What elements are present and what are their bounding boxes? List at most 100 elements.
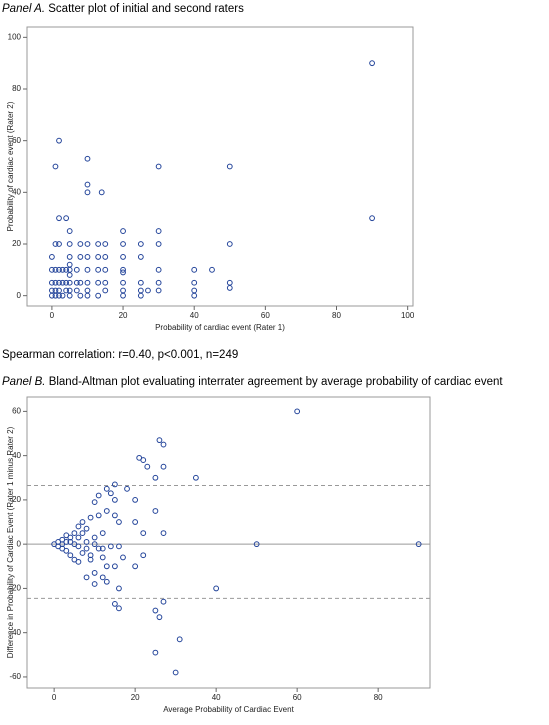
x-tick-label: 0: [50, 311, 55, 320]
y-tick-label: 80: [12, 84, 21, 93]
point: [140, 552, 147, 559]
y-tick-label: 20: [12, 239, 21, 248]
point: [63, 279, 70, 286]
point: [99, 545, 106, 552]
y-tick-label: 0: [17, 291, 22, 300]
x-tick-label: 80: [332, 311, 341, 320]
point: [160, 441, 167, 448]
point: [59, 545, 66, 552]
point: [120, 287, 126, 294]
point: [99, 530, 106, 536]
point: [66, 241, 73, 247]
point: [95, 545, 102, 552]
point: [132, 497, 139, 503]
point: [102, 254, 109, 260]
x-tick-label: 80: [374, 693, 383, 702]
x-tick-label: 60: [293, 693, 302, 702]
point: [56, 279, 62, 286]
point: [369, 60, 375, 67]
point: [253, 541, 260, 548]
point: [111, 497, 118, 503]
y-tick-label: -40: [9, 628, 21, 637]
point: [369, 215, 375, 222]
point: [52, 241, 59, 247]
point: [192, 474, 199, 481]
point: [137, 254, 144, 260]
y-tick-label: 60: [12, 406, 21, 415]
x-tick-label: 20: [119, 311, 128, 320]
point: [73, 279, 80, 286]
point: [52, 266, 59, 273]
point: [75, 558, 82, 565]
y-tick-label: 60: [12, 136, 21, 145]
point: [77, 279, 84, 286]
point: [160, 463, 167, 470]
point: [49, 287, 55, 294]
point: [66, 272, 73, 278]
point: [102, 241, 109, 247]
point: [137, 287, 144, 294]
point: [77, 241, 84, 247]
point: [132, 519, 139, 525]
point: [63, 266, 70, 273]
point: [91, 541, 98, 548]
point: [124, 485, 130, 492]
y-tick-label: 20: [12, 495, 21, 504]
point: [66, 279, 73, 286]
point: [120, 254, 126, 260]
point: [120, 266, 126, 273]
point: [52, 279, 59, 286]
point: [176, 636, 183, 643]
point: [77, 292, 84, 299]
point: [87, 556, 94, 563]
point: [63, 215, 70, 222]
point: [102, 287, 109, 294]
point: [95, 254, 102, 260]
point: [111, 601, 118, 607]
point: [107, 490, 114, 497]
point: [59, 292, 66, 299]
point: [111, 512, 118, 519]
y-tick-label: 100: [8, 32, 22, 41]
point: [160, 598, 167, 605]
point: [145, 287, 151, 294]
point: [103, 485, 110, 492]
point: [79, 530, 86, 536]
point: [99, 554, 106, 561]
point: [160, 530, 167, 536]
x-tick-label: 40: [190, 311, 199, 320]
point: [152, 607, 159, 614]
point: [56, 137, 62, 144]
y-tick-label: 40: [12, 451, 21, 460]
point: [63, 539, 70, 545]
point: [77, 254, 84, 260]
point: [156, 614, 163, 621]
point: [84, 189, 91, 196]
point: [120, 279, 126, 286]
panel-title: Scatter plot of initial and second rater…: [48, 3, 244, 15]
point: [67, 552, 74, 559]
point: [83, 525, 90, 532]
point: [137, 241, 144, 247]
point: [84, 241, 91, 247]
point: [209, 266, 215, 273]
point: [84, 279, 91, 286]
point: [111, 481, 118, 488]
point: [75, 523, 82, 530]
x-tick-label: 60: [261, 311, 270, 320]
point: [49, 254, 55, 260]
point: [67, 539, 74, 545]
x-tick-label: 0: [52, 693, 57, 702]
point: [66, 287, 73, 294]
point: [137, 279, 144, 286]
point: [226, 163, 233, 170]
point: [73, 266, 80, 273]
point: [84, 254, 91, 260]
x-tick-label: 100: [401, 311, 415, 320]
point: [84, 287, 91, 294]
panel-title: Bland-Altman plot evaluating interrater …: [49, 376, 504, 388]
y-tick-label: 0: [17, 539, 22, 548]
point: [111, 563, 118, 570]
x-tick-label: 40: [212, 693, 221, 702]
plot-frame: [26, 396, 431, 689]
